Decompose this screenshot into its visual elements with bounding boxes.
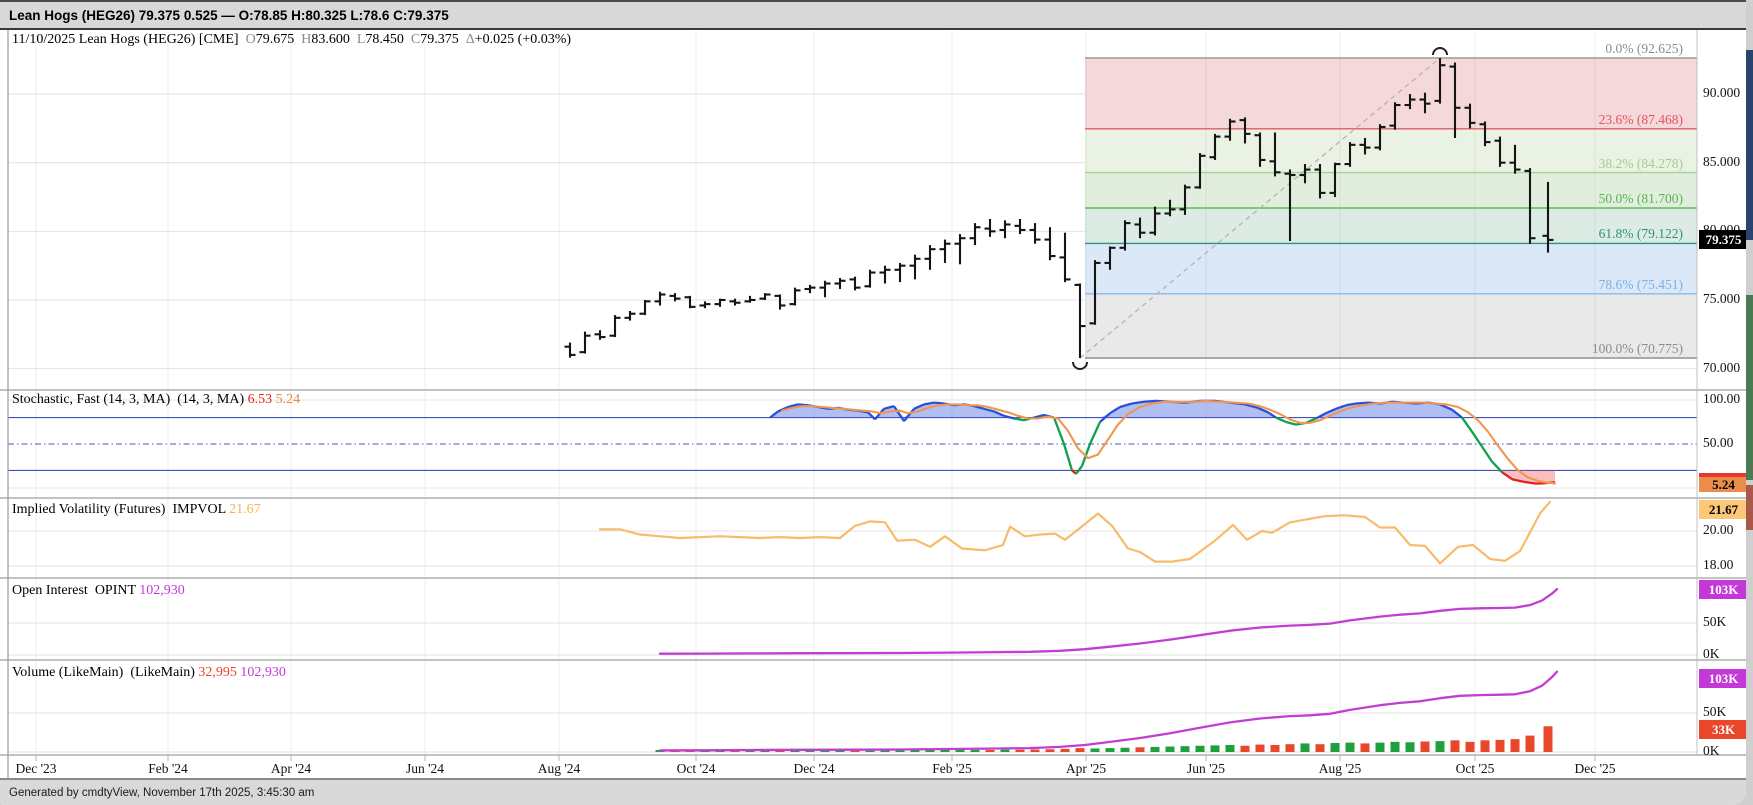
x-axis-label: Jun '25: [1186, 761, 1226, 776]
background-window-sliver-top: [1746, 50, 1753, 240]
openinterest-value: 102,930: [139, 583, 185, 598]
openinterest-code: OPINT: [94, 583, 136, 598]
axis-tick-label: 70.000: [1703, 359, 1741, 375]
status-text: Generated by cmdtyView, November 17th 20…: [9, 786, 315, 799]
axis-tick-label: 50K: [1703, 704, 1727, 719]
window-titlebar[interactable]: Lean Hogs (HEG26) 79.375 0.525 — O:78.85…: [0, 0, 1746, 29]
axis-tick-label: 50.00: [1703, 435, 1734, 450]
impvol-title: Implied Volatility (Futures): [12, 502, 166, 517]
quote-symbol: Lean Hogs (HEG26) [CME]: [78, 32, 239, 47]
background-window-sliver-mid: [1746, 295, 1753, 480]
volume-oi-value: 102,930: [240, 665, 286, 680]
volume-panel-header[interactable]: Volume (LikeMain) (LikeMain) 32,995 102,…: [12, 665, 286, 681]
fib-level-label[interactable]: 100.0% (70.775): [1591, 341, 1683, 356]
openinterest-value-badge: 103K: [1699, 580, 1746, 599]
fib-level-label[interactable]: 78.6% (75.451): [1598, 276, 1683, 292]
x-axis-label: Jun '24: [405, 761, 445, 776]
impvol-panel-header[interactable]: Implied Volatility (Futures) IMPVOL 21.6…: [12, 502, 261, 518]
x-axis-label: Apr '25: [1065, 761, 1107, 776]
ohlc-readout: 11/10/2025 Lean Hogs (HEG26) [CME] O79.6…: [12, 32, 571, 48]
stochastic-params: (14, 3, MA): [177, 392, 245, 407]
x-axis-label: Aug '25: [1318, 761, 1362, 776]
axis-tick-label: 0K: [1703, 646, 1720, 661]
x-axis-label: Oct '24: [676, 761, 716, 776]
stochastic-title: Stochastic, Fast (14, 3, MA): [12, 392, 171, 407]
fib-level-label[interactable]: 23.6% (87.468): [1598, 111, 1683, 127]
axis-tick-label: 75.000: [1703, 290, 1741, 306]
delta-icon: Δ: [465, 32, 475, 47]
x-axis-label: Dec '25: [1574, 761, 1616, 776]
status-bar: Generated by cmdtyView, November 17th 20…: [0, 779, 1746, 805]
open-label: O: [245, 32, 256, 47]
fib-level-label[interactable]: 38.2% (84.278): [1598, 155, 1683, 171]
volume-oi-badge: 103K: [1699, 669, 1746, 688]
high-label: H: [301, 32, 312, 47]
x-axis-label: Aug '24: [537, 761, 581, 776]
stochastic-value-badge: 5.24: [1699, 473, 1746, 492]
quote-date: 11/10/2025: [12, 32, 76, 47]
stochastic-d-value: 5.24: [275, 392, 301, 407]
impvol-value-badge: 21.67: [1699, 500, 1746, 519]
openinterest-panel-header[interactable]: Open Interest OPINT 102,930: [12, 583, 185, 599]
volume-value-badge: 33K: [1699, 720, 1746, 739]
fib-level-label[interactable]: 50.0% (81.700): [1598, 191, 1683, 206]
x-axis-label: Feb '25: [932, 761, 972, 776]
close-value: 79.375: [420, 32, 459, 47]
impvol-code: IMPVOL: [172, 502, 226, 517]
volume-params: (LikeMain): [130, 665, 195, 680]
axis-tick-label: 85.000: [1703, 153, 1741, 169]
axis-tick-label: 50K: [1703, 614, 1727, 629]
x-axis-label: Oct '25: [1455, 761, 1495, 776]
background-window-sliver-low: [1746, 485, 1753, 530]
last-price-badge: 79.375: [1699, 230, 1746, 249]
fib-level-label[interactable]: 61.8% (79.122): [1598, 226, 1683, 242]
x-axis-label: Dec '24: [793, 761, 835, 776]
x-axis-label: Apr '24: [270, 761, 312, 776]
openinterest-title: Open Interest: [12, 583, 88, 598]
axis-tick-label: 20.00: [1703, 522, 1734, 537]
impvol-value: 21.67: [229, 502, 261, 517]
high-value: 83.600: [311, 32, 350, 47]
time-axis[interactable]: Dec '23 Feb '24 Apr '24 Jun '24 Aug '24 Oct '…: [0, 757, 1746, 779]
fib-level-label[interactable]: 0.0% (92.625): [1605, 41, 1683, 56]
stochastic-k-value: 6.53: [247, 392, 273, 407]
titlebar-text: Lean Hogs (HEG26) 79.375 0.525 — O:78.85…: [9, 7, 449, 23]
low-label: L: [356, 32, 366, 47]
low-value: 78.450: [365, 32, 404, 47]
axis-tick-label: 100.00: [1703, 391, 1741, 406]
open-value: 79.675: [255, 32, 295, 47]
axis-tick-label: 0K: [1703, 743, 1720, 758]
x-axis-label: Feb '24: [148, 761, 188, 776]
close-label: C: [410, 32, 421, 47]
volume-value: 32,995: [198, 665, 237, 680]
axis-tick-label: 90.000: [1703, 85, 1741, 101]
x-axis-label: Dec '23: [15, 761, 57, 776]
volume-title: Volume (LikeMain): [12, 665, 124, 680]
axis-tick-label: 18.00: [1703, 557, 1734, 572]
delta-value: +0.025 (+0.03%): [474, 32, 572, 47]
stochastic-panel-header[interactable]: Stochastic, Fast (14, 3, MA) (14, 3, MA)…: [12, 392, 300, 408]
